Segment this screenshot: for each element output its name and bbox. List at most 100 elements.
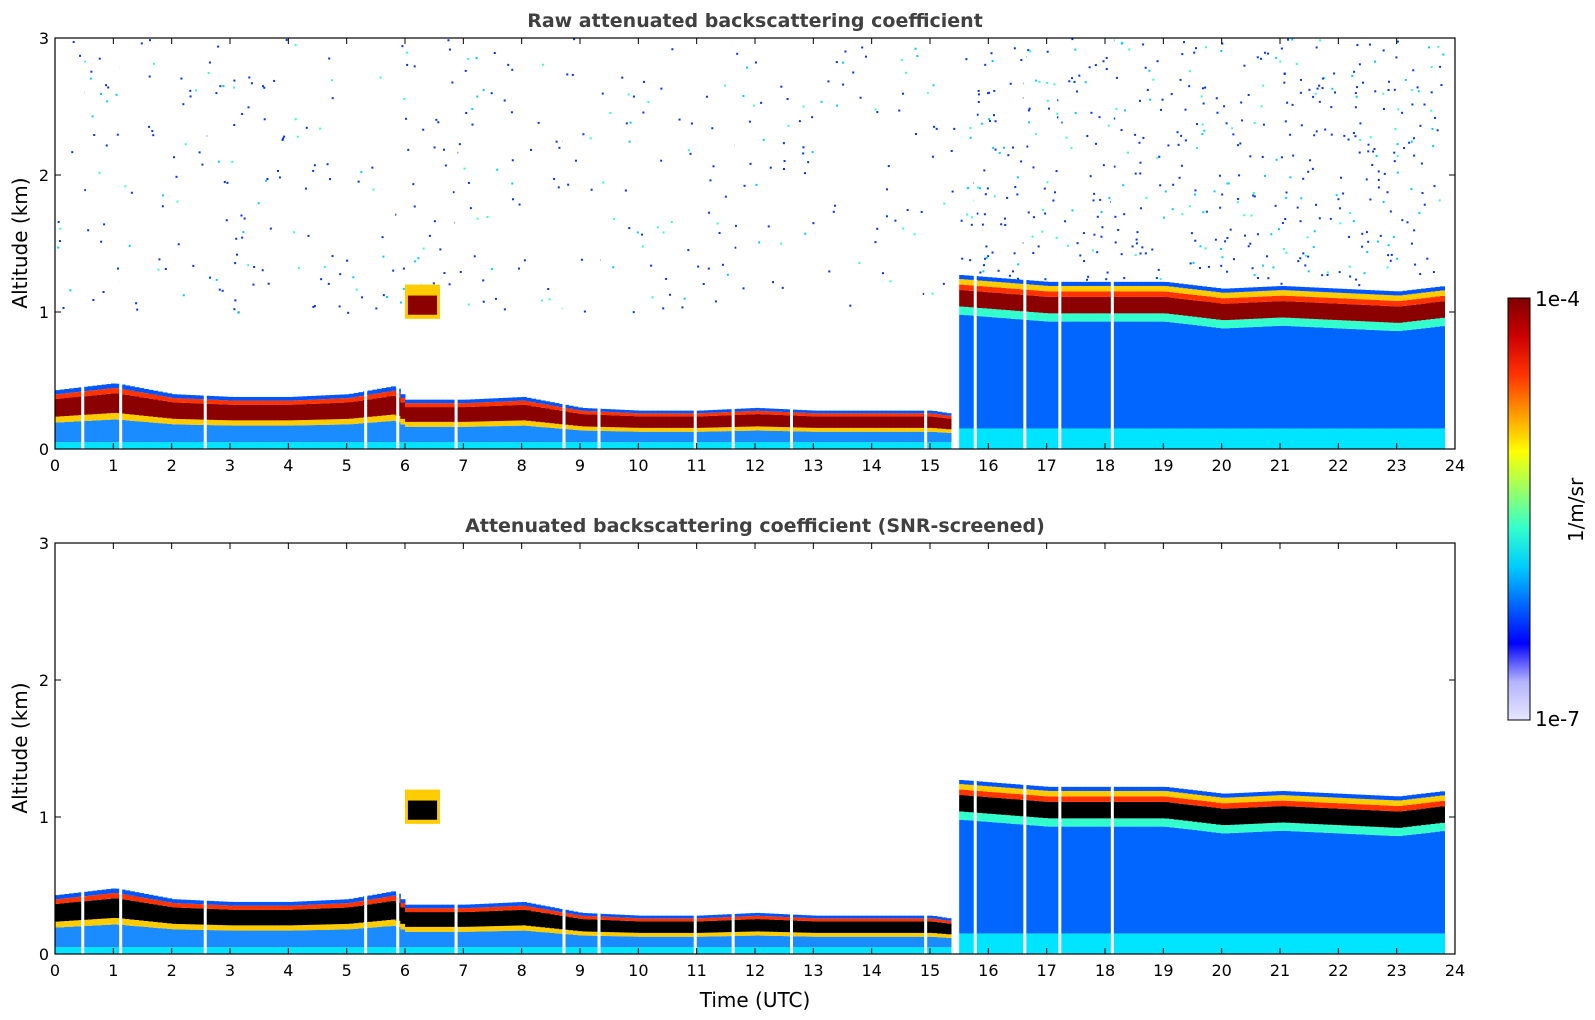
layer-cell (181, 947, 187, 954)
layer-cell (843, 921, 849, 933)
noise-pixel (1323, 77, 1326, 80)
layer-cell (694, 410, 700, 414)
layer-cell (825, 932, 831, 937)
layer-cell (503, 401, 509, 406)
x-tick-label: 16 (978, 456, 998, 475)
noise-pixel (1108, 196, 1111, 199)
layer-cell (232, 442, 238, 449)
layer-cell (778, 931, 784, 936)
layer-cell (1099, 291, 1105, 297)
layer-cell (605, 431, 611, 443)
layer-cell (171, 442, 177, 449)
layer-cell (745, 411, 751, 415)
layer-cell (442, 904, 448, 909)
noise-pixel (1389, 210, 1392, 213)
layer-cell (409, 442, 415, 449)
layer-cell (1113, 281, 1119, 286)
layer-cell (764, 442, 770, 449)
layer-cell (456, 926, 462, 932)
layer-cell (1285, 933, 1291, 954)
layer-cell (97, 947, 103, 954)
layer-cell (1220, 328, 1226, 429)
layer-cell (302, 442, 308, 449)
noise-pixel (1372, 150, 1375, 153)
layer-cell (996, 787, 1002, 793)
layer-cell (433, 908, 439, 913)
layer-cell (400, 402, 406, 419)
layer-cell (1211, 796, 1217, 803)
layer-cell (1005, 793, 1011, 799)
layer-cell (577, 931, 583, 936)
noise-pixel (1433, 185, 1436, 188)
layer-cell (1393, 322, 1399, 332)
layer-cell (517, 909, 523, 926)
layer-cell (573, 917, 579, 931)
layer-cell (512, 930, 518, 948)
layer-cell (1145, 313, 1151, 322)
layer-cell (1243, 287, 1249, 292)
layer-cell (339, 907, 345, 925)
layer-cell (419, 926, 425, 932)
layer-cell (391, 895, 397, 901)
layer-cell (125, 389, 131, 395)
layer-cell (1141, 818, 1147, 827)
noise-pixel (933, 125, 936, 128)
layer-cell (171, 923, 177, 930)
noise-pixel (984, 63, 987, 66)
y-tick-label: 1 (39, 303, 49, 322)
layer-cell (657, 416, 663, 428)
layer-cell (1080, 285, 1086, 292)
noise-pixel (79, 54, 82, 57)
noise-pixel (760, 101, 763, 104)
noise-pixel (1377, 178, 1380, 181)
noise-pixel (689, 152, 692, 155)
layer-cell (941, 428, 947, 433)
noise-pixel (233, 79, 236, 82)
noise-pixel (329, 178, 332, 181)
layer-cell (820, 915, 826, 919)
layer-cell (1220, 797, 1226, 804)
layer-cell (619, 409, 625, 413)
layer-cell (977, 316, 983, 429)
layer-cell (1285, 317, 1291, 326)
layer-cell (157, 395, 163, 401)
colorbar-max-label: 1e-4 (1535, 287, 1580, 311)
layer-cell (1243, 824, 1249, 833)
layer-cell (1145, 790, 1151, 797)
layer-cell (1248, 832, 1254, 934)
noise-pixel (1394, 127, 1397, 130)
layer-cell (1416, 794, 1422, 799)
layer-cell (671, 936, 677, 948)
layer-cell (1397, 306, 1403, 323)
layer-cell (1117, 285, 1123, 292)
layer-cell (512, 442, 518, 449)
layer-cell (1285, 295, 1291, 302)
layer-cell (1430, 428, 1436, 449)
layer-cell (1225, 793, 1231, 798)
layer-cell (1369, 290, 1375, 295)
layer-cell (1290, 286, 1296, 291)
layer-cell (1421, 808, 1427, 826)
layer-cell (283, 420, 289, 426)
layer-cell (703, 442, 709, 449)
layer-cell (671, 413, 677, 417)
layer-cell (367, 927, 373, 948)
layer-cell (1374, 294, 1380, 300)
noise-pixel (1392, 235, 1395, 238)
layer-cell (419, 442, 425, 449)
layer-cell (647, 442, 653, 449)
layer-cell (1047, 296, 1053, 314)
layer-cell (918, 431, 924, 443)
layer-cell (699, 442, 705, 449)
layer-cell (316, 904, 322, 909)
noise-pixel (1307, 170, 1310, 173)
layer-cell (1215, 327, 1221, 429)
layer-cell (1309, 823, 1315, 833)
layer-cell (1435, 301, 1441, 319)
layer-cell (568, 910, 574, 914)
layer-cell (741, 414, 747, 427)
layer-cell (1430, 933, 1436, 954)
noise-pixel (215, 92, 218, 95)
layer-cell (1211, 287, 1217, 292)
layer-cell (1332, 933, 1338, 954)
